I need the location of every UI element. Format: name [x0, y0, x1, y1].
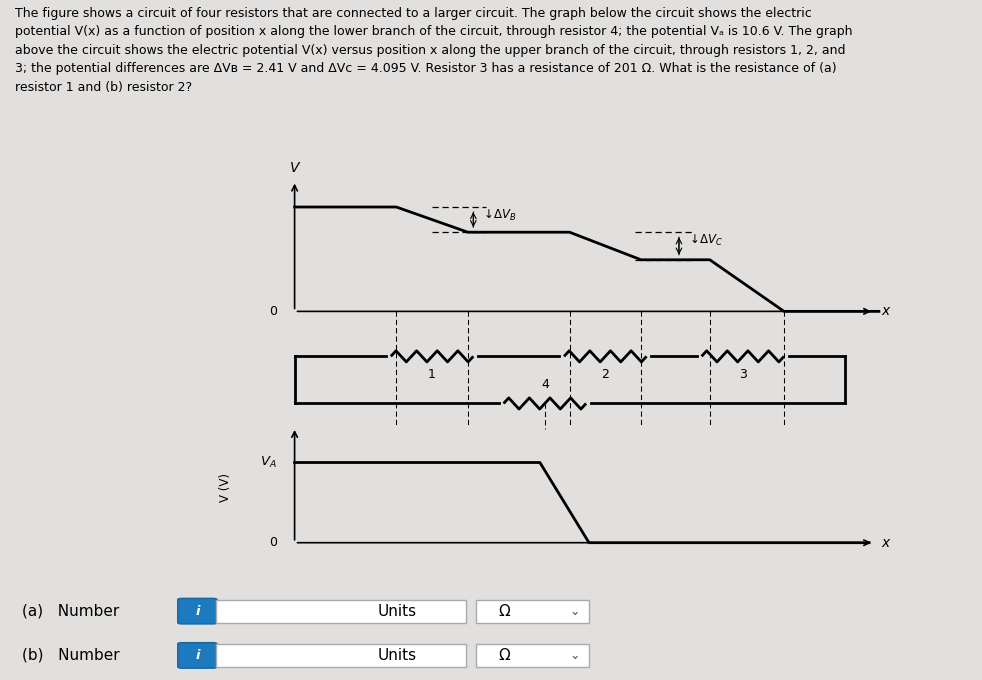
Text: i: i [195, 649, 199, 662]
Text: x: x [882, 536, 890, 549]
Text: 3: 3 [738, 369, 746, 381]
Text: $V_A$: $V_A$ [260, 455, 277, 470]
Text: V: V [290, 161, 300, 175]
Text: $\downarrow\!\Delta V_C$: $\downarrow\!\Delta V_C$ [686, 233, 723, 248]
Text: 2: 2 [601, 369, 609, 381]
Text: 4: 4 [541, 379, 549, 392]
Text: 0: 0 [269, 305, 277, 318]
Text: i: i [195, 605, 199, 617]
FancyBboxPatch shape [216, 644, 466, 667]
Text: ⌄: ⌄ [570, 605, 579, 617]
Text: $\downarrow\!\Delta V_B$: $\downarrow\!\Delta V_B$ [481, 208, 517, 223]
Text: Ω: Ω [499, 648, 511, 663]
Text: 1: 1 [428, 369, 436, 381]
Text: Ω: Ω [499, 604, 511, 619]
FancyBboxPatch shape [178, 598, 217, 624]
Text: (b)   Number: (b) Number [22, 648, 119, 663]
Text: Units: Units [378, 604, 417, 619]
FancyBboxPatch shape [216, 600, 466, 623]
FancyBboxPatch shape [476, 644, 589, 667]
Text: 0: 0 [269, 537, 277, 549]
FancyBboxPatch shape [178, 643, 217, 668]
Text: x: x [882, 305, 890, 318]
Text: Units: Units [378, 648, 417, 663]
Text: The figure shows a circuit of four resistors that are connected to a larger circ: The figure shows a circuit of four resis… [15, 7, 852, 94]
Text: ⌄: ⌄ [570, 649, 579, 662]
Text: V (V): V (V) [219, 473, 233, 502]
FancyBboxPatch shape [476, 600, 589, 623]
Text: (a)   Number: (a) Number [22, 604, 119, 619]
